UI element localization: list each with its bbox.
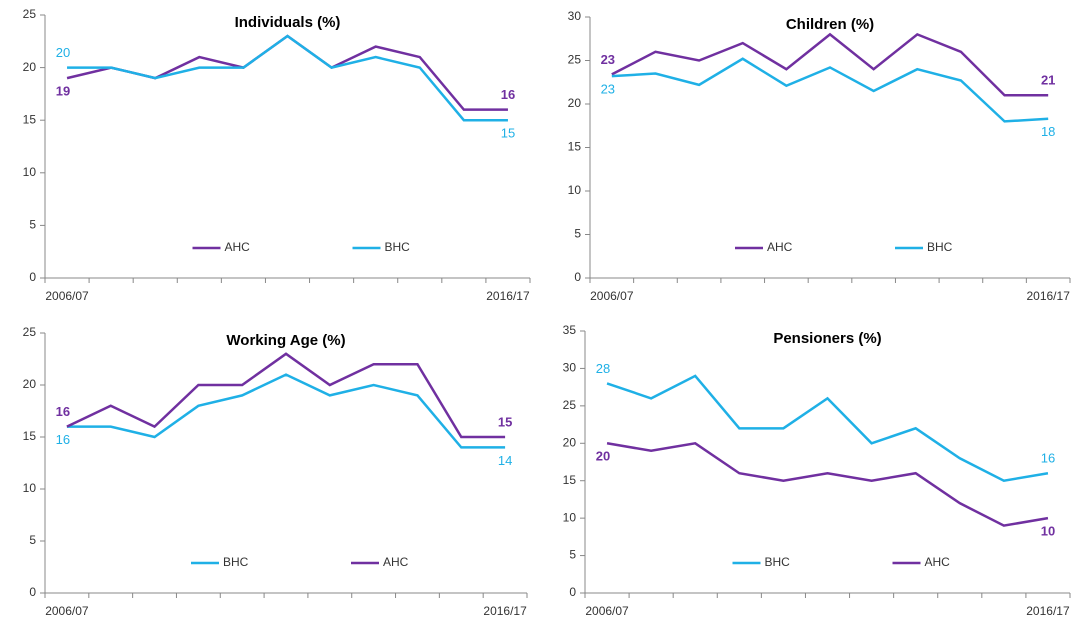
y-tick-label: 5 (574, 227, 581, 241)
data-label: 18 (1041, 124, 1055, 139)
y-tick-label: 20 (23, 60, 37, 74)
y-tick-label: 35 (563, 323, 577, 337)
y-tick-label: 15 (563, 473, 577, 487)
x-tick-label: 2006/07 (585, 604, 629, 618)
x-tick-label: 2006/07 (45, 289, 89, 303)
x-tick-label: 2006/07 (45, 604, 89, 618)
legend-label: BHC (765, 555, 791, 569)
series-line (66, 373, 506, 449)
x-tick-label: 2016/17 (1026, 289, 1070, 303)
x-tick-label: 2006/07 (590, 289, 634, 303)
y-tick-label: 0 (29, 585, 36, 599)
data-label: 20 (596, 449, 610, 464)
series-line (606, 374, 1049, 483)
x-tick-label: 2016/17 (486, 289, 530, 303)
series-line (606, 441, 1049, 527)
data-label: 28 (596, 361, 610, 376)
y-tick-label: 25 (23, 325, 37, 339)
y-tick-label: 10 (568, 183, 582, 197)
y-tick-label: 5 (29, 218, 36, 232)
y-tick-label: 25 (23, 7, 37, 21)
y-tick-label: 0 (29, 270, 36, 284)
series-line (66, 352, 506, 439)
y-tick-label: 5 (29, 533, 36, 547)
x-tick-label: 2016/17 (1026, 604, 1070, 618)
y-tick-label: 15 (23, 112, 37, 126)
series-line (67, 34, 508, 122)
y-tick-label: 5 (569, 548, 576, 562)
data-label: 21 (1041, 73, 1055, 88)
y-tick-label: 25 (568, 53, 582, 67)
y-tick-label: 15 (23, 429, 37, 443)
y-tick-label: 25 (563, 398, 577, 412)
y-tick-label: 30 (563, 361, 577, 375)
data-label: 14 (498, 453, 512, 468)
y-tick-label: 0 (569, 585, 576, 599)
y-tick-label: 20 (563, 435, 577, 449)
y-tick-label: 10 (563, 510, 577, 524)
data-label: 16 (1041, 451, 1055, 466)
data-label: 16 (56, 432, 70, 447)
y-tick-label: 0 (574, 270, 581, 284)
y-tick-label: 10 (23, 481, 37, 495)
data-label: 19 (56, 84, 70, 99)
y-tick-label: 10 (23, 165, 37, 179)
legend-label: BHC (927, 240, 953, 254)
x-tick-label: 2016/17 (483, 604, 527, 618)
data-label: 23 (601, 52, 615, 67)
y-tick-label: 20 (23, 377, 37, 391)
chart-title: Pensioners (%) (773, 330, 881, 347)
data-label: 15 (498, 414, 512, 429)
data-label: 23 (601, 82, 615, 97)
chart-title: Children (%) (786, 16, 874, 33)
series-line (611, 57, 1049, 123)
legend-label: AHC (225, 240, 251, 254)
data-label: 20 (56, 45, 70, 60)
legend-label: AHC (383, 555, 409, 569)
legend-label: AHC (767, 240, 793, 254)
series-line (611, 32, 1049, 97)
chart-title: Working Age (%) (226, 332, 345, 349)
y-tick-label: 30 (568, 9, 582, 23)
data-label: 15 (501, 126, 515, 141)
data-label: 16 (501, 87, 515, 102)
data-label: 10 (1041, 524, 1055, 539)
data-label: 16 (56, 404, 70, 419)
y-tick-label: 15 (568, 140, 582, 154)
chart-title: Individuals (%) (235, 14, 341, 31)
y-tick-label: 20 (568, 96, 582, 110)
legend-label: AHC (925, 555, 951, 569)
legend-label: BHC (223, 555, 249, 569)
legend-label: BHC (385, 240, 411, 254)
